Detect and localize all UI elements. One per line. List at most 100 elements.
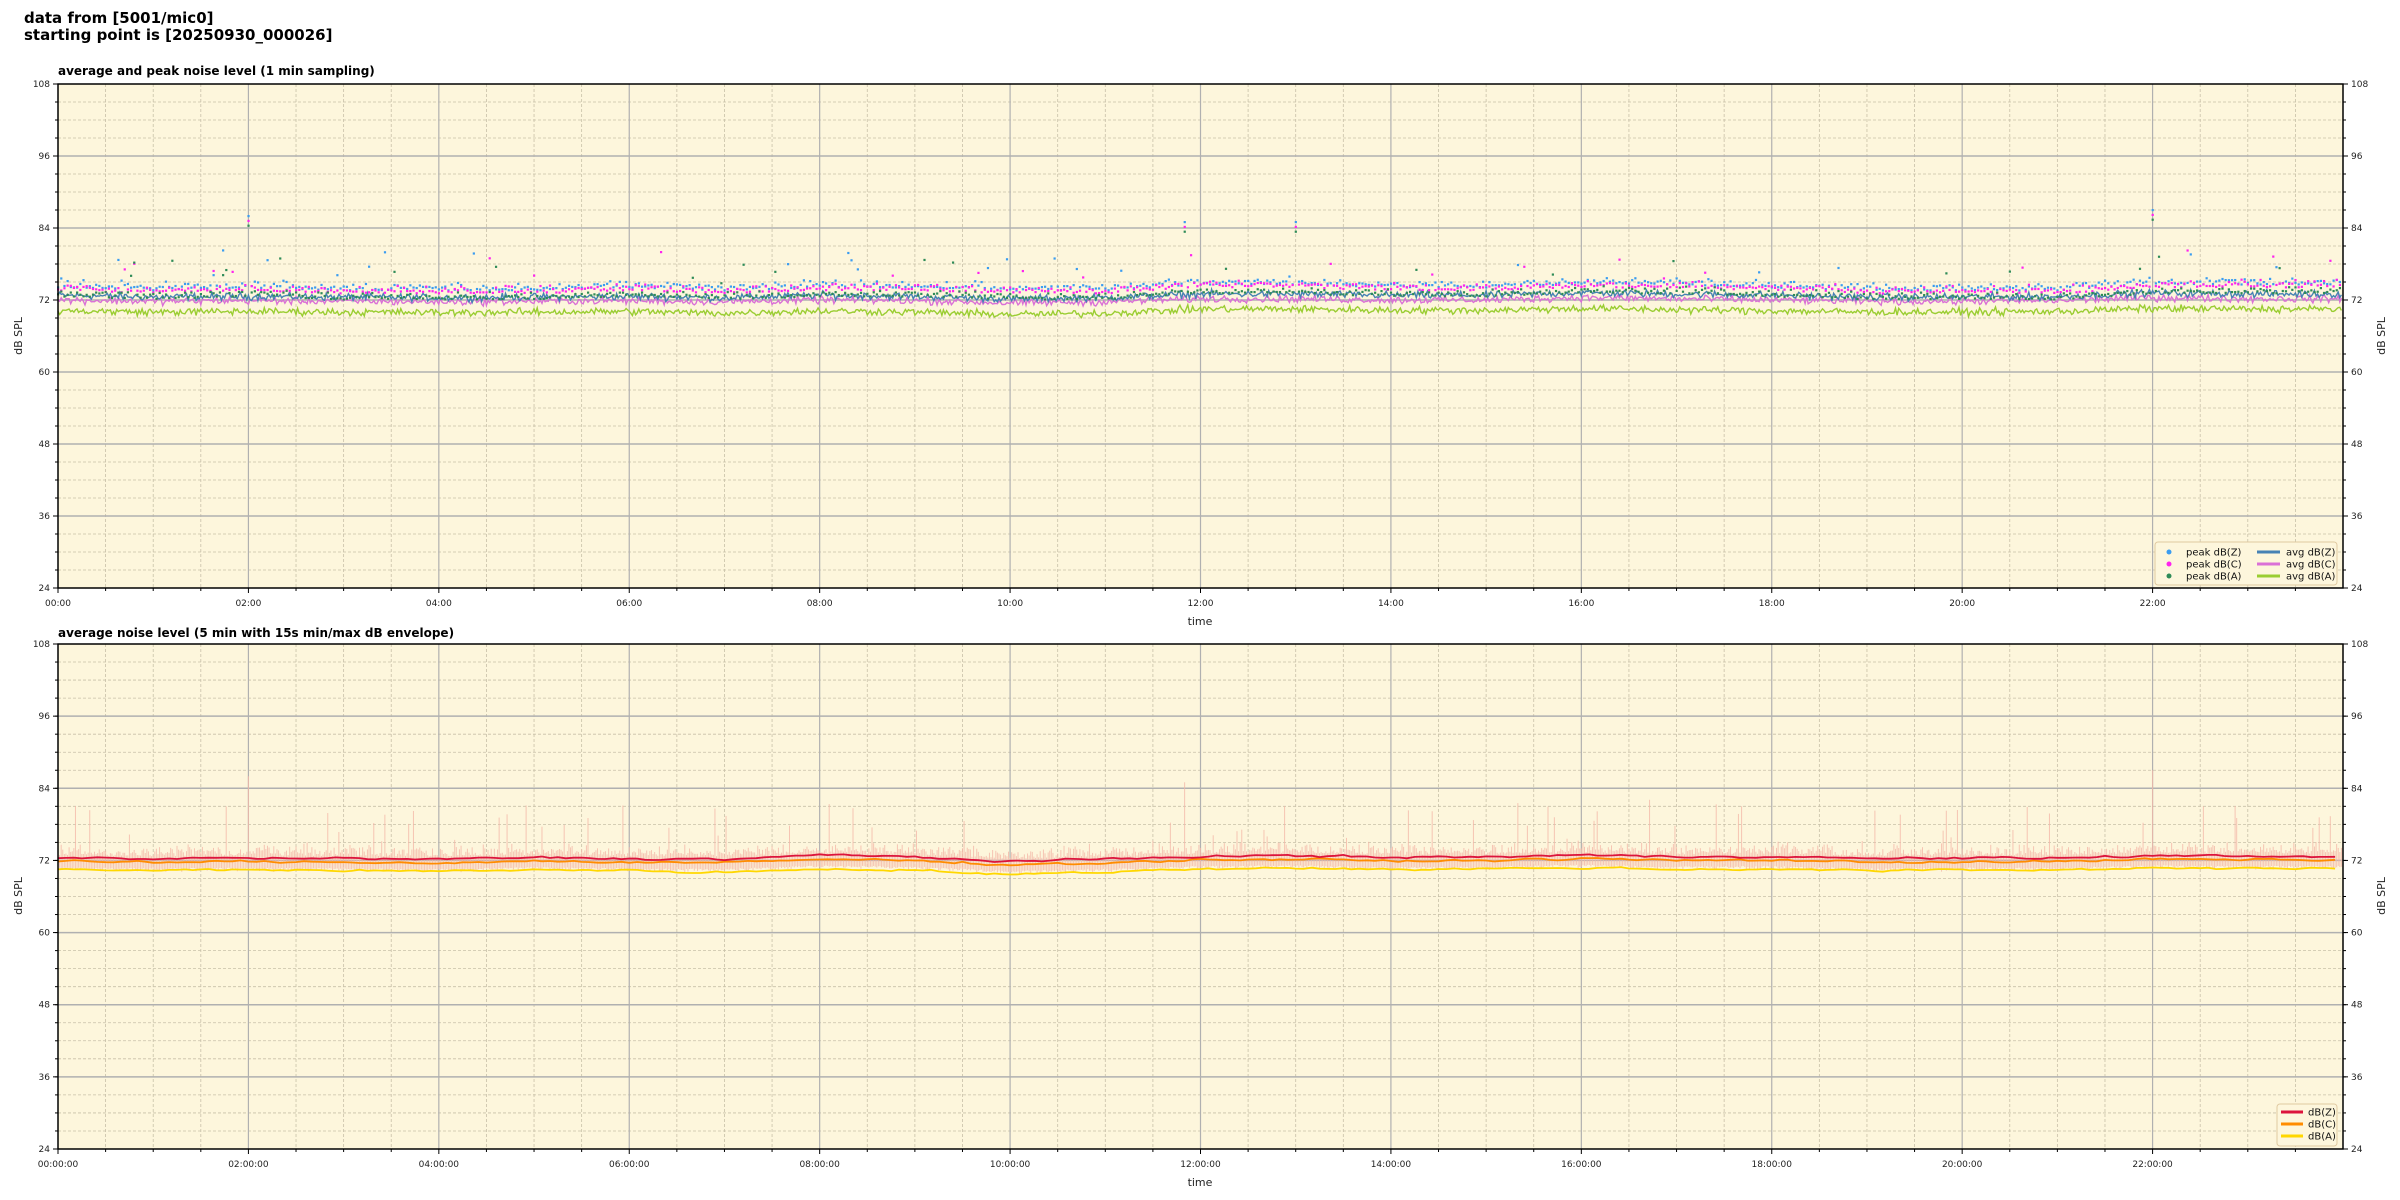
data-point	[2100, 293, 2104, 297]
data-point	[2329, 283, 2332, 286]
data-point	[971, 285, 974, 288]
data-point	[2056, 290, 2059, 294]
data-point	[1085, 285, 1088, 288]
data-point	[2084, 294, 2088, 297]
data-point	[2227, 280, 2230, 284]
data-point	[1957, 290, 1961, 293]
x-tick-label: 20:00	[1949, 599, 1975, 609]
data-point	[1983, 289, 1986, 293]
data-point	[1593, 289, 1596, 293]
data-point	[1688, 283, 1691, 286]
data-point	[2151, 209, 2154, 212]
data-point	[1500, 293, 1504, 296]
data-point	[1320, 283, 1323, 286]
data-point	[2145, 292, 2148, 295]
data-point	[2205, 291, 2208, 295]
data-point	[218, 291, 222, 294]
data-point	[396, 294, 399, 298]
data-point	[599, 289, 602, 292]
data-point	[993, 295, 996, 298]
data-point	[907, 283, 910, 286]
data-point	[1415, 268, 1418, 271]
data-point	[761, 283, 764, 286]
data-point	[888, 294, 891, 297]
data-point	[1304, 284, 1307, 287]
data-point	[640, 289, 644, 292]
data-point	[1005, 289, 1009, 292]
data-point	[974, 289, 977, 292]
data-point	[1082, 284, 1085, 287]
data-point	[1291, 291, 1294, 294]
data-point	[174, 288, 177, 291]
data-point	[123, 283, 126, 287]
data-point	[910, 286, 913, 289]
data-point	[1094, 297, 1097, 300]
data-point	[183, 282, 187, 286]
data-point	[2256, 284, 2259, 287]
data-point	[983, 288, 986, 291]
data-point	[2300, 289, 2303, 292]
data-point	[1272, 290, 1275, 293]
data-point	[1948, 296, 1951, 299]
data-point	[533, 274, 536, 277]
data-point	[1323, 287, 1326, 290]
data-point	[717, 290, 720, 294]
data-point	[742, 284, 745, 287]
data-point	[345, 285, 348, 288]
data-point	[2221, 287, 2224, 290]
data-point	[1494, 287, 1497, 290]
data-point	[491, 287, 494, 290]
data-point	[444, 285, 447, 288]
data-point	[1494, 294, 1497, 297]
data-point	[1028, 296, 1031, 299]
data-point	[2170, 278, 2173, 281]
data-point	[1262, 288, 1266, 291]
data-point	[269, 286, 272, 289]
data-point	[875, 280, 878, 283]
data-point	[2056, 289, 2059, 292]
data-point	[428, 290, 431, 293]
data-point	[1634, 286, 1637, 289]
data-point	[1129, 296, 1132, 299]
data-point	[1374, 285, 1377, 288]
data-point	[606, 289, 609, 292]
data-point	[1754, 278, 1758, 282]
data-point	[295, 289, 298, 292]
data-point	[853, 294, 856, 298]
data-point	[2256, 282, 2259, 285]
data-point	[177, 296, 180, 299]
data-point	[644, 285, 647, 288]
data-point	[275, 285, 279, 288]
data-point	[1621, 282, 1624, 285]
data-point	[2005, 285, 2008, 288]
data-point	[1228, 291, 1231, 294]
data-point	[1520, 288, 1523, 291]
data-point	[631, 293, 634, 296]
data-point	[701, 286, 704, 289]
data-point	[2075, 295, 2078, 298]
data-point	[663, 285, 666, 288]
data-point	[1243, 284, 1247, 288]
data-point	[431, 286, 434, 290]
data-point	[234, 286, 237, 289]
data-point	[1399, 288, 1402, 291]
data-point	[1596, 282, 1599, 285]
data-point	[1545, 289, 1548, 292]
data-point	[279, 285, 282, 288]
data-point	[1748, 294, 1751, 297]
data-point	[948, 290, 951, 293]
data-point	[279, 290, 282, 293]
data-point	[1821, 286, 1824, 289]
data-point	[253, 280, 256, 283]
data-point	[1662, 277, 1666, 280]
data-point	[1593, 279, 1596, 282]
data-point	[2100, 287, 2104, 290]
data-point	[1269, 281, 1272, 284]
x-tick-label: 08:00:00	[799, 1160, 840, 1170]
data-point	[1186, 279, 1190, 282]
data-point	[1180, 289, 1183, 293]
data-point	[2224, 278, 2227, 282]
data-point	[1989, 283, 1992, 286]
data-point	[1846, 295, 1850, 298]
x-tick-label: 18:00:00	[1752, 1160, 1793, 1170]
